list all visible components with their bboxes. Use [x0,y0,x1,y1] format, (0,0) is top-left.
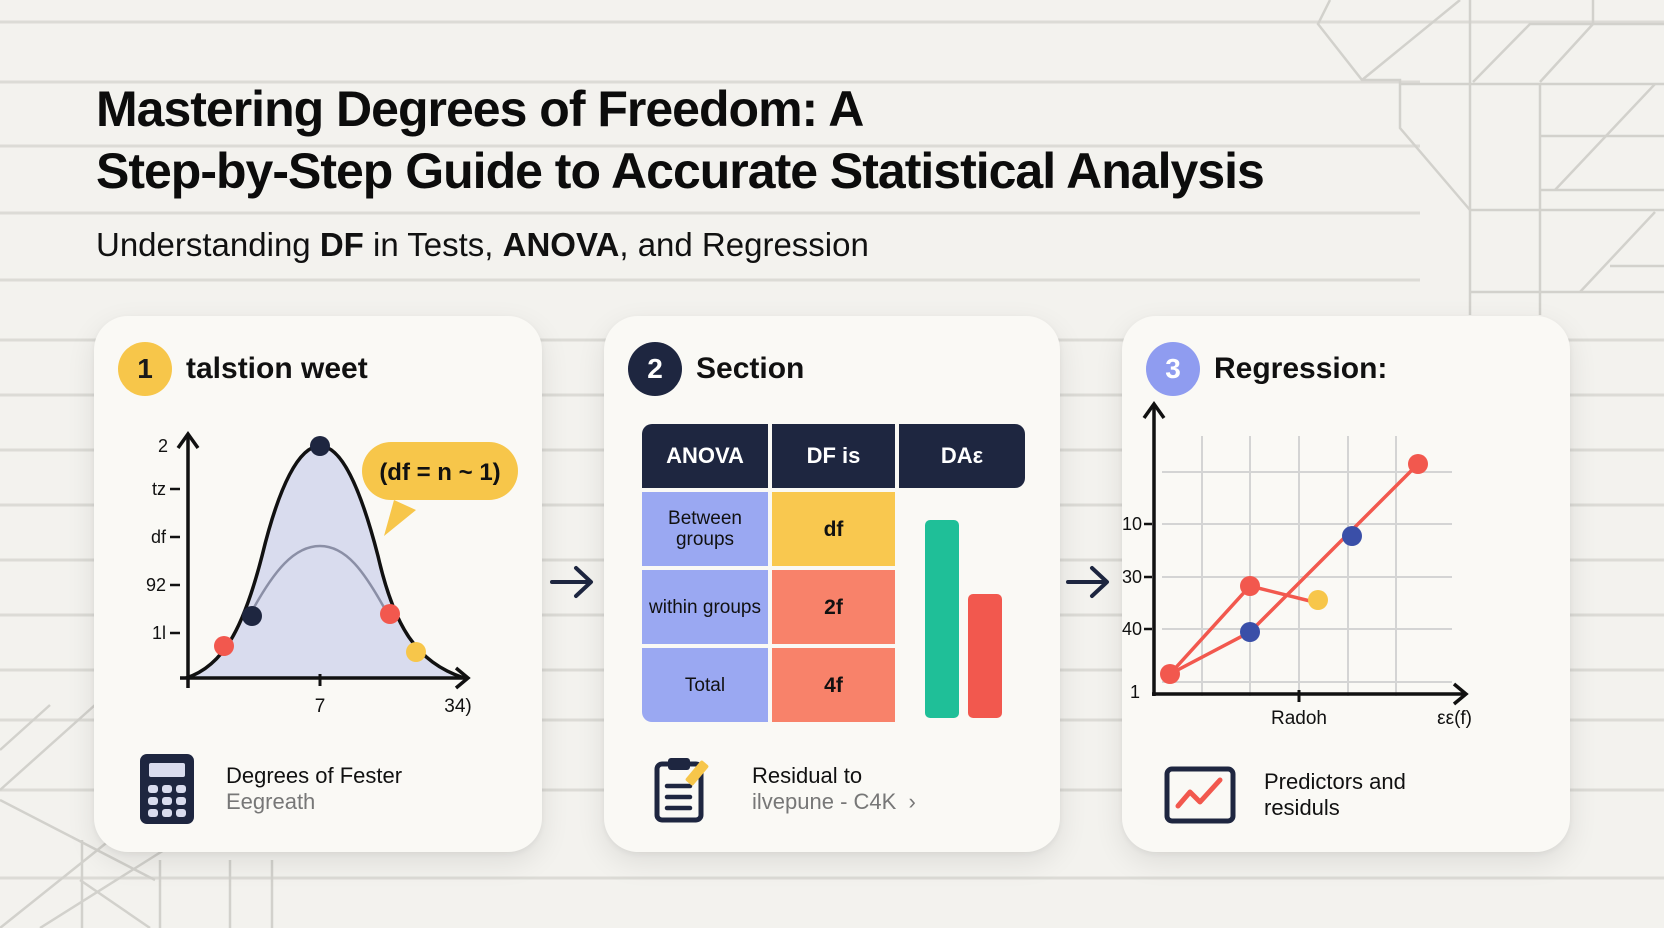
step-number-badge: 1 [118,342,172,396]
bar-red [968,594,1002,718]
distribution-curve-chart: 2 tz df 92 1l 7 34) (df = n ~ 1) [146,430,518,716]
clipboard-icon [654,758,709,823]
trend-chart-icon [1164,766,1236,824]
column-header: ANOVA [642,424,768,488]
column-header: DF is [772,424,895,488]
card-footer: Degrees of Fester Eegreath [140,754,402,824]
card-title: talstion weet [186,352,368,385]
x-tick-label: 7 [315,696,326,716]
subtitle-emphasis-df: DF [319,226,364,263]
subtitle: Understanding DF in Tests, ANOVA, and Re… [96,226,869,264]
card-footer: Residual to ilvepune - C4K › [654,754,916,824]
step-number-badge: 3 [1146,342,1200,396]
chevron-right-icon[interactable]: › [908,789,916,814]
data-point [242,606,262,626]
table-cell-source: Between groups [642,492,768,566]
bar-teal [925,520,959,718]
card-footer: Predictors and residuls [1164,766,1406,824]
table-cell-source: Total [642,648,768,722]
y-tick-label: tz [152,479,166,499]
x-axis-end-label: εε(f) [1437,708,1472,729]
title-line-1: Mastering Degrees of Freedom: A [96,81,864,137]
y-tick-label: 1l [152,623,166,643]
subtitle-emphasis-anova: ANOVA [502,226,620,263]
y-tick-label: H(30 [1122,567,1142,587]
table-cell-source: within groups [642,570,768,644]
arrow-right-icon [1066,566,1109,598]
subtitle-text: , and Regression [619,226,869,263]
footer-link[interactable]: ilvepune - C4K › [752,789,916,815]
y-tick-label: 40 [1122,619,1142,639]
data-point [1408,454,1428,474]
title-line-2: Step-by-Step Guide to Accurate Statistic… [96,143,1265,199]
regression-scatter-chart: 10 H(30 40 1 Radoh εε(f) [1122,400,1472,729]
x-axis-label: Radoh [1271,708,1327,729]
y-tick-label: 1 [1130,682,1140,702]
subtitle-text: in Tests, [363,226,503,263]
step-card-anova: 2 Section ANOVA DF is DAε Between groups… [604,316,1060,852]
step-card-regression: 3 Regression: 10 H(30 [1122,316,1570,852]
card-title: Section [696,352,805,385]
y-tick-label: 10 [1122,514,1142,534]
footer-link-text[interactable]: ilvepune - C4K [752,789,897,814]
calculator-icon [140,754,194,824]
table-cell-df: 4f [772,648,895,722]
page-title: Mastering Degrees of Freedom: A Step-by-… [96,78,1396,202]
subtitle-text: Understanding [96,226,320,263]
column-header: DAε [899,424,1025,488]
y-tick-label: df [151,527,167,547]
footer-title: Predictors and [1264,769,1406,794]
data-point [1240,622,1260,642]
y-tick-label: 92 [146,575,166,595]
step-card-t-test: 1 talstion weet 2 tz df 92 1l 7 [94,316,542,852]
data-point [1160,664,1180,684]
footer-subtitle: residuls [1264,795,1340,820]
data-point [214,636,234,656]
data-point [406,642,426,662]
arrow-right-icon [550,566,593,598]
footer-subtitle: Eegreath [226,789,316,814]
table-cell-df: 2f [772,570,895,644]
data-point [1342,526,1362,546]
data-point [1308,590,1328,610]
step-number-badge: 2 [628,342,682,396]
y-tick-label: 2 [158,436,168,456]
card-title: Regression: [1214,352,1388,385]
data-point [1240,576,1260,596]
footer-title: Degrees of Fester [226,763,403,788]
table-cell-df: df [772,492,895,566]
data-point [310,436,330,456]
x-tick-label: 34) [444,696,471,716]
data-point [380,604,400,624]
df-formula-callout: (df = n ~ 1) [379,459,500,486]
footer-title: Residual to [752,763,863,788]
